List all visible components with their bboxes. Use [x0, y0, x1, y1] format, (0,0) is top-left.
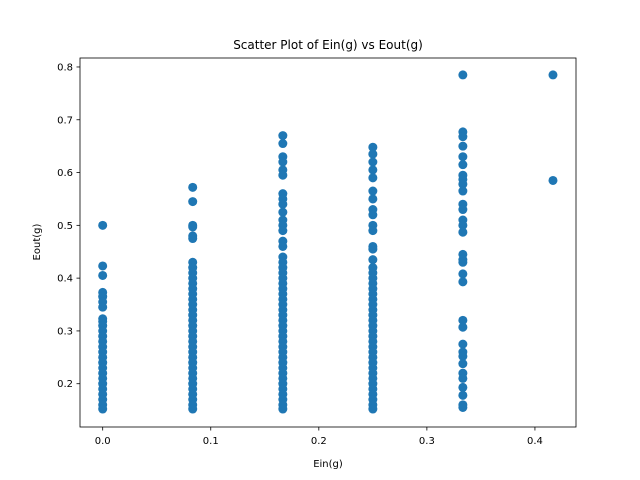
- scatter-point: [458, 382, 468, 392]
- scatter-point: [458, 359, 468, 369]
- x-axis-ticks: 0.0 0.1 0.2 0.3 0.4: [95, 427, 543, 447]
- scatter-point: [278, 241, 288, 251]
- scatter-point: [458, 70, 468, 80]
- scatter-point: [548, 70, 558, 80]
- scatter-point: [368, 244, 378, 254]
- chart-title: Scatter Plot of Ein(g) vs Eout(g): [233, 38, 423, 52]
- scatter-point: [368, 210, 378, 220]
- y-tick-label: 0.4: [57, 274, 73, 285]
- scatter-point: [458, 205, 468, 215]
- x-tick-label: 0.2: [311, 436, 327, 447]
- scatter-point: [188, 222, 198, 232]
- y-tick-label: 0.8: [57, 62, 73, 73]
- x-axis-label: Ein(g): [313, 459, 343, 470]
- scatter-point: [368, 173, 378, 183]
- scatter-point: [458, 373, 468, 383]
- scatter-point: [188, 197, 198, 207]
- scatter-point: [278, 139, 288, 149]
- scatter-point: [458, 257, 468, 267]
- scatter-point: [368, 226, 378, 236]
- scatter-point: [368, 157, 378, 167]
- scatter-point: [458, 402, 468, 412]
- scatter-point: [458, 269, 468, 279]
- x-tick-label: 0.3: [419, 436, 435, 447]
- scatter-point: [458, 179, 468, 189]
- scatter-point: [98, 270, 108, 280]
- scatter-point: [458, 141, 468, 151]
- scatter-point: [278, 170, 288, 180]
- scatter-point: [458, 390, 468, 400]
- y-tick-label: 0.3: [57, 326, 73, 337]
- scatter-point: [278, 199, 288, 209]
- scatter-point: [458, 220, 468, 230]
- scatter-point: [368, 186, 378, 196]
- y-axis-ticks: 0.2 0.3 0.4 0.5 0.6 0.7 0.8: [57, 62, 80, 390]
- scatter-point: [188, 182, 198, 192]
- y-tick-label: 0.2: [57, 379, 73, 390]
- scatter-point: [458, 339, 468, 349]
- scatter-point: [458, 132, 468, 142]
- y-axis-label: Eout(g): [32, 223, 43, 260]
- x-tick-label: 0.4: [527, 436, 543, 447]
- x-tick-label: 0.1: [203, 436, 219, 447]
- scatter-point: [188, 404, 198, 414]
- scatter-point: [278, 226, 288, 236]
- x-tick-label: 0.0: [95, 436, 111, 447]
- scatter-point: [368, 404, 378, 414]
- plot-frame: [79, 57, 577, 428]
- scatter-point: [368, 194, 378, 204]
- scatter-point: [458, 315, 468, 325]
- scatter-point: [98, 302, 108, 312]
- scatter-point: [188, 234, 198, 244]
- scatter-point: [278, 157, 288, 167]
- y-tick-label: 0.7: [57, 115, 73, 126]
- y-tick-label: 0.5: [57, 221, 73, 232]
- scatter-point: [98, 404, 108, 414]
- scatter-point: [98, 261, 108, 271]
- scatter-point: [458, 227, 468, 237]
- scatter-point: [458, 322, 468, 332]
- scatter-points: [98, 70, 558, 414]
- scatter-point: [278, 404, 288, 414]
- scatter-point: [368, 255, 378, 265]
- y-tick-label: 0.6: [57, 168, 73, 179]
- scatter-point: [458, 186, 468, 196]
- scatter-point: [368, 165, 378, 175]
- scatter-point: [548, 175, 558, 185]
- scatter-point: [98, 220, 108, 230]
- scatter-point: [368, 149, 378, 159]
- scatter-point: [278, 207, 288, 217]
- scatter-point: [458, 152, 468, 162]
- scatter-point: [458, 277, 468, 287]
- scatter-point: [368, 142, 378, 152]
- scatter-point: [278, 131, 288, 141]
- scatter-point: [458, 351, 468, 361]
- scatter-point: [458, 160, 468, 170]
